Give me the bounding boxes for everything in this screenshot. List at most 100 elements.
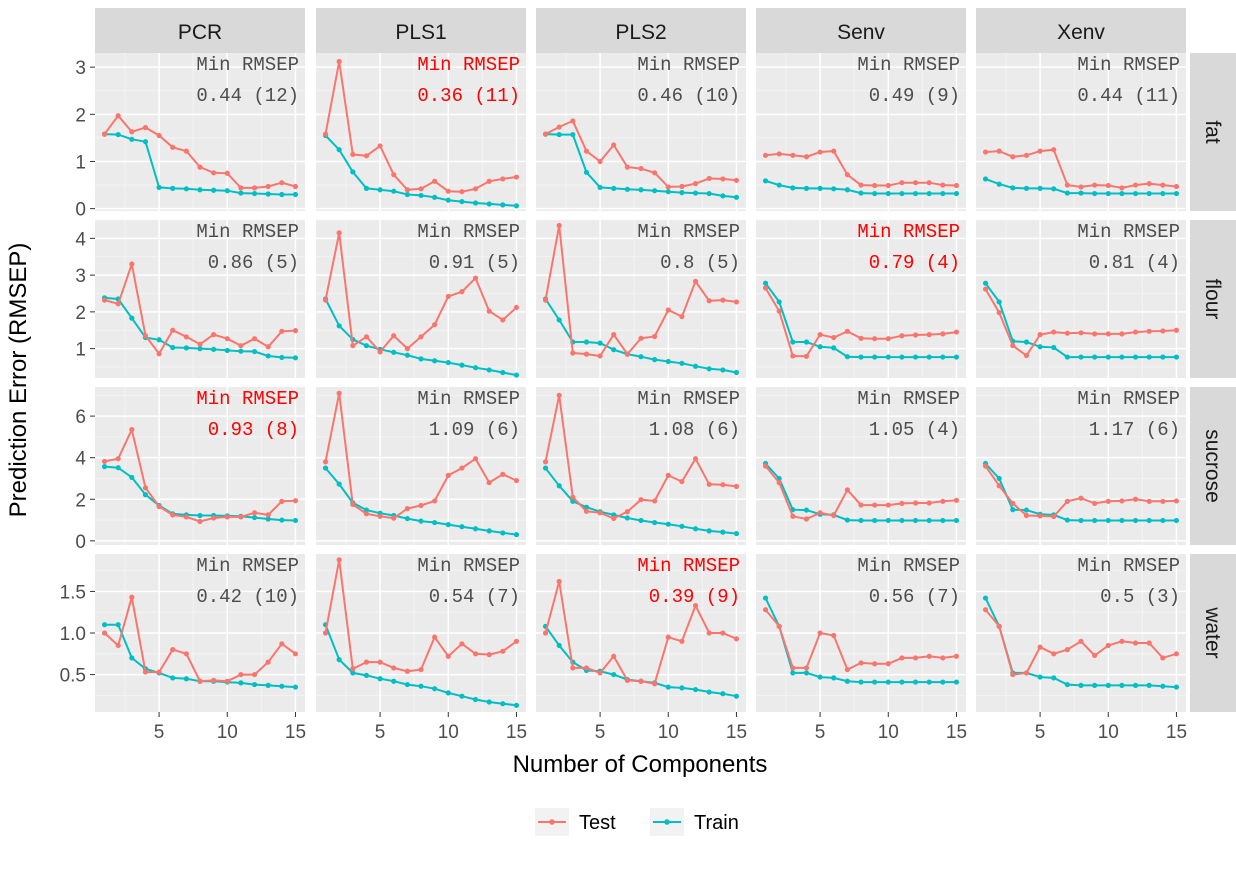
train-point: [1146, 682, 1152, 688]
test-point: [445, 293, 451, 300]
test-point: [982, 463, 989, 469]
train-point: [665, 684, 671, 690]
test-point: [513, 638, 520, 644]
test-point: [1160, 498, 1166, 504]
test-point: [652, 170, 658, 176]
test-point: [679, 183, 685, 190]
train-point: [1132, 517, 1139, 524]
test-point: [486, 178, 492, 184]
train-point: [940, 679, 946, 685]
train-point: [940, 190, 946, 197]
train-point: [1119, 354, 1125, 360]
test-point: [292, 328, 299, 334]
test-point: [336, 557, 342, 563]
test-point: [432, 498, 438, 504]
train-point: [500, 202, 506, 208]
min-rmsep-value: 0.36 (11): [417, 85, 520, 107]
train-point: [733, 369, 740, 376]
test-point: [638, 497, 644, 503]
column-strip-Xenv: [976, 8, 1186, 53]
x-tick-label: 15: [285, 722, 306, 743]
test-point: [583, 148, 590, 154]
column-strip-PLS2: [536, 8, 746, 53]
panel-flour-PLS2: Min RMSEP 0.8 (5): [536, 219, 746, 378]
train-point: [391, 678, 397, 684]
train-point: [197, 187, 203, 193]
test-point: [1078, 330, 1084, 336]
train-point: [1064, 190, 1070, 196]
train-point: [1023, 339, 1030, 345]
min-rmsep-label: Min RMSEP: [857, 221, 960, 243]
panel-water-PCR: Min RMSEP 0.42 (10): [95, 554, 305, 712]
min-rmsep-value: 0.54 (7): [429, 586, 520, 608]
test-point: [885, 336, 891, 342]
test-point: [486, 480, 492, 486]
test-point: [363, 153, 370, 159]
train-point: [404, 352, 410, 358]
column-strip-label: PLS2: [615, 21, 666, 44]
train-point: [692, 190, 699, 196]
test-point: [1051, 147, 1057, 153]
train-point: [665, 521, 671, 527]
test-point: [858, 660, 864, 666]
train-point: [486, 201, 492, 207]
test-point: [224, 514, 230, 520]
train-point: [1078, 517, 1084, 524]
test-point: [363, 659, 370, 665]
train-point: [251, 514, 258, 521]
test-point: [1119, 498, 1125, 504]
train-point: [803, 507, 810, 513]
test-point: [224, 678, 230, 684]
test-point: [542, 630, 549, 636]
train-point: [391, 188, 397, 194]
test-point: [953, 329, 960, 335]
train-point: [912, 679, 919, 685]
y-tick-label: 2: [75, 490, 86, 511]
test-point: [706, 175, 712, 182]
train-point: [418, 356, 424, 362]
test-point: [432, 634, 438, 640]
train-point: [692, 686, 699, 693]
train-point: [940, 354, 946, 360]
train-point: [885, 190, 891, 197]
test-point: [665, 634, 671, 640]
row-strip-flour: [1190, 220, 1236, 378]
min-rmsep-value: 0.79 (4): [869, 252, 960, 274]
test-point: [156, 132, 162, 139]
test-point: [142, 333, 149, 339]
test-point: [1037, 332, 1043, 338]
test-point: [996, 483, 1002, 489]
x-tick-label: 10: [658, 722, 679, 743]
train-point: [1160, 517, 1166, 524]
train-point: [583, 169, 590, 175]
train-point: [556, 131, 562, 138]
test-point: [265, 183, 271, 190]
train-point: [1092, 517, 1098, 524]
train-point: [885, 517, 891, 524]
train-point: [251, 681, 258, 688]
test-point: [197, 341, 203, 347]
min-rmsep-label: Min RMSEP: [196, 388, 299, 410]
test-point: [776, 151, 782, 157]
test-point: [1132, 182, 1139, 188]
test-point: [1064, 647, 1070, 653]
test-point: [1105, 642, 1111, 649]
test-point: [953, 182, 960, 189]
column-strip-PLS1: [316, 8, 526, 53]
train-point: [1160, 354, 1166, 360]
train-point: [459, 524, 465, 530]
test-point: [1023, 352, 1030, 359]
train-point: [733, 194, 740, 200]
train-point: [418, 518, 424, 524]
row-strip-label: flour: [1201, 279, 1224, 320]
train-point: [720, 367, 726, 373]
test-point: [652, 498, 658, 504]
y-tick-label: 1.5: [60, 582, 86, 603]
test-point: [844, 328, 850, 334]
y-tick-label: 0.5: [60, 666, 86, 687]
train-point: [336, 323, 342, 329]
test-point: [720, 176, 726, 182]
test-point: [844, 487, 850, 493]
y-tick-label: 6: [75, 407, 86, 428]
